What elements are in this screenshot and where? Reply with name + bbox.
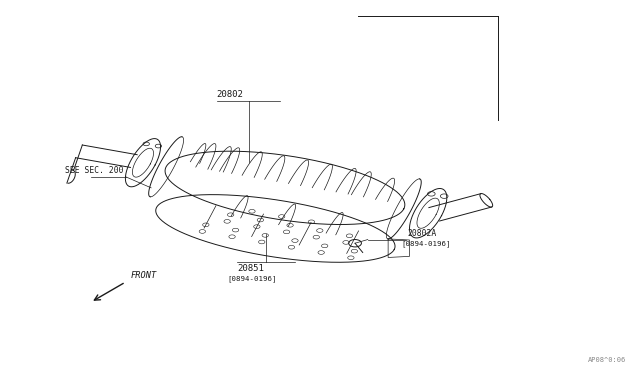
Text: 20851: 20851 <box>237 264 264 273</box>
Text: FRONT: FRONT <box>131 271 157 280</box>
Text: [0894-0196]: [0894-0196] <box>228 275 277 282</box>
Text: 20802A: 20802A <box>408 229 437 238</box>
Polygon shape <box>156 195 395 262</box>
Text: AP08^0:06: AP08^0:06 <box>588 357 626 363</box>
Text: SEE SEC. 200: SEE SEC. 200 <box>65 166 124 175</box>
Text: 20802: 20802 <box>217 90 244 99</box>
Text: [0894-0196]: [0894-0196] <box>401 240 451 247</box>
